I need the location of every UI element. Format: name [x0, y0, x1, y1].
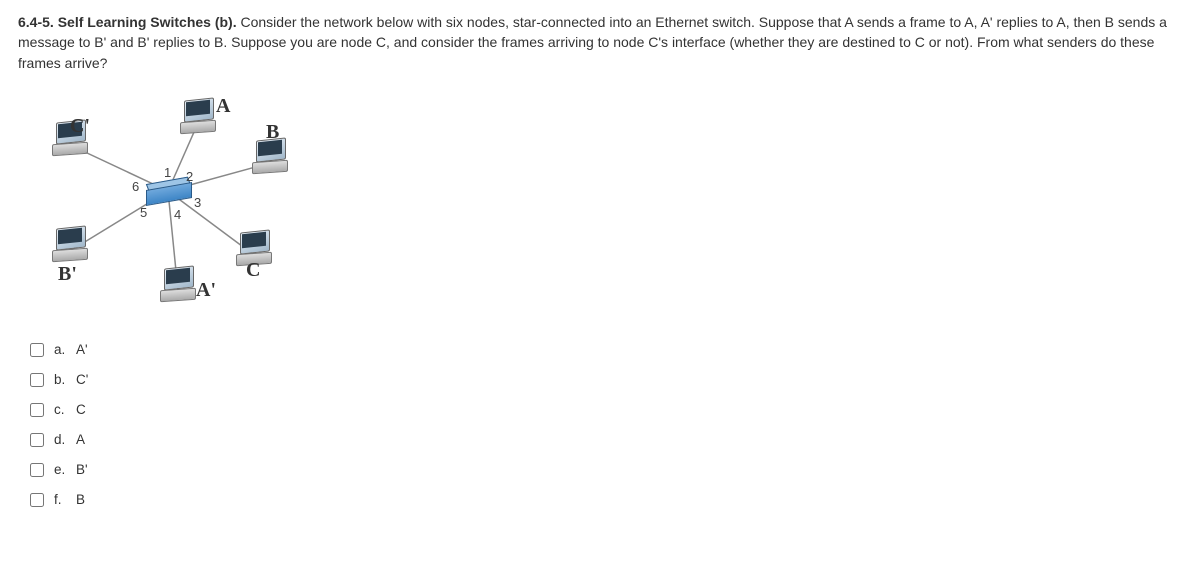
port-label: 3	[194, 195, 201, 210]
port-label: 2	[186, 169, 193, 184]
answer-letter: a.	[54, 342, 76, 357]
node-label-Bprime: B'	[58, 263, 77, 286]
answer-option[interactable]: a. A'	[30, 335, 1182, 365]
answer-option[interactable]: e. B'	[30, 455, 1182, 485]
answer-letter: c.	[54, 402, 76, 417]
node-B	[250, 139, 290, 175]
answer-checkbox-c[interactable]	[30, 403, 44, 417]
answer-value: A	[76, 432, 106, 447]
answer-option[interactable]: d. A	[30, 425, 1182, 455]
node-label-Aprime: A'	[196, 279, 216, 302]
answer-value: C	[76, 402, 106, 417]
answer-letter: e.	[54, 462, 76, 477]
answer-value: B'	[76, 462, 106, 477]
port-label: 4	[174, 207, 181, 222]
answer-value: B	[76, 492, 106, 507]
node-A	[178, 99, 218, 135]
answer-option[interactable]: c. C	[30, 395, 1182, 425]
answer-letter: b.	[54, 372, 76, 387]
answer-option[interactable]: b. C'	[30, 365, 1182, 395]
node-label-Cprime: C'	[70, 115, 90, 138]
answer-checkbox-d[interactable]	[30, 433, 44, 447]
answer-letter: f.	[54, 492, 76, 507]
answer-list: a. A' b. C' c. C d. A e. B' f. B	[30, 335, 1182, 515]
node-label-A: A	[216, 95, 230, 118]
question-heading: 6.4-5. Self Learning Switches (b).	[18, 14, 237, 30]
answer-checkbox-a[interactable]	[30, 343, 44, 357]
node-label-C: C	[246, 259, 260, 282]
answer-value: A'	[76, 342, 106, 357]
node-Bprime	[50, 227, 90, 263]
port-label: 5	[140, 205, 147, 220]
port-label: 1	[164, 165, 171, 180]
answer-letter: d.	[54, 432, 76, 447]
answer-checkbox-e[interactable]	[30, 463, 44, 477]
answer-option[interactable]: f. B	[30, 485, 1182, 515]
node-label-B: B	[266, 121, 279, 144]
answer-checkbox-f[interactable]	[30, 493, 44, 507]
node-Aprime	[158, 267, 198, 303]
port-label: 6	[132, 179, 139, 194]
question-text: 6.4-5. Self Learning Switches (b). Consi…	[18, 12, 1182, 73]
answer-value: C'	[76, 372, 106, 387]
network-diagram: A B C A' B' C' 1234 56	[18, 91, 318, 311]
answer-checkbox-b[interactable]	[30, 373, 44, 387]
